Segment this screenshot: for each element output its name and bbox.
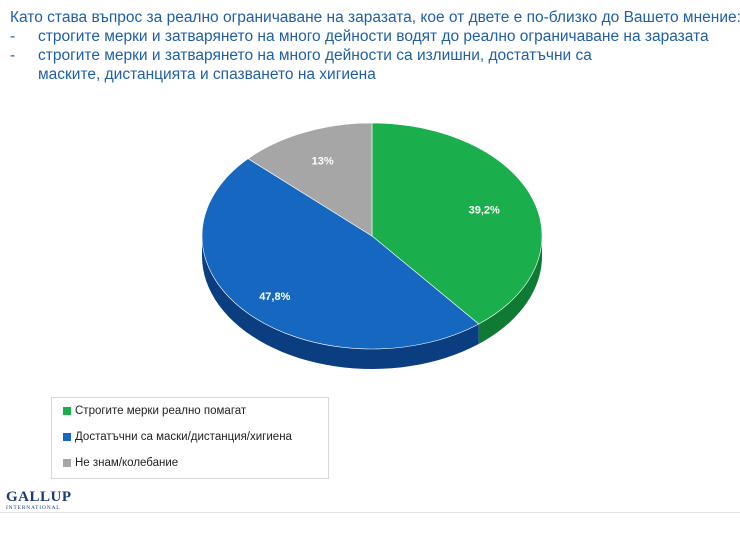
logo-sub: INTERNATIONAL (6, 505, 61, 511)
label-masks-sufficient: 47,8% (259, 291, 290, 303)
legend-label-undecided: Не знам/колебание (75, 457, 179, 469)
legend-label-strict: Строгите мерки реално помагат (75, 405, 247, 417)
option-text-1: строгите мерки и затварянето на много де… (38, 28, 709, 45)
option-text-2: строгите мерки и затварянето на много де… (38, 47, 592, 83)
footer-bar (0, 512, 740, 533)
legend-item-strict: Строгите мерки реално помагат (52, 398, 328, 424)
slice-strict-measures (371, 122, 543, 325)
legend-swatch-strict (63, 407, 71, 415)
legend-item-undecided: Не знам/колебание (52, 450, 328, 476)
gallup-logo: GALLUP INTERNATIONAL (6, 490, 76, 520)
slice-masks-sufficient (201, 158, 480, 350)
slice-strict-measures-side (478, 236, 542, 344)
legend-item-masks: Достатъчни са маски/дистанция/хигиена (52, 424, 328, 450)
bullet-dash: - (10, 47, 16, 64)
option-line-1: - строгите мерки и затварянето на много … (10, 27, 732, 46)
logo-name: GALLUP (6, 489, 72, 505)
bullet-dash: - (10, 28, 16, 45)
label-strict-measures: 39,2% (469, 205, 500, 217)
slice-undecided (247, 122, 373, 237)
question-heading: Като става въпрос за реално ограничаване… (10, 8, 740, 84)
legend-label-masks: Достатъчни са маски/дистанция/хигиена (75, 431, 292, 443)
label-undecided: 13% (312, 155, 334, 167)
legend-swatch-undecided (63, 459, 71, 467)
legend-swatch-masks (63, 433, 71, 441)
question-text: Като става въпрос за реално ограничаване… (10, 9, 740, 26)
slice-masks-sufficient-side (202, 236, 479, 369)
option-line-2: - строгите мерки и затварянето на много … (10, 46, 732, 84)
chart-legend: Строгите мерки реално помагат Достатъчни… (51, 397, 329, 479)
pie-chart: 39,2% 47,8% 13% (201, 122, 543, 369)
